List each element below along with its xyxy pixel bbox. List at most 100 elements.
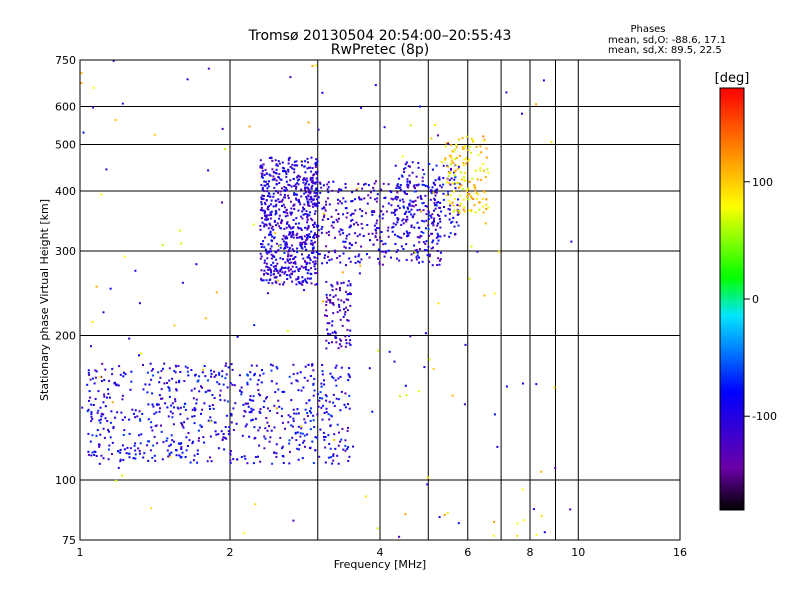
echo-point (265, 172, 268, 175)
echo-point (345, 216, 348, 219)
echo-point (343, 301, 345, 304)
echo-point (286, 330, 289, 332)
echo-point (397, 217, 400, 220)
echo-point (296, 251, 299, 254)
echo-point (442, 164, 445, 167)
echo-point (134, 442, 137, 445)
echo-point (406, 206, 409, 209)
echo-point (482, 163, 485, 166)
echo-point (222, 433, 225, 436)
echo-point (87, 369, 90, 372)
echo-point (311, 364, 313, 367)
echo-point (433, 209, 435, 212)
echo-point (400, 236, 403, 239)
echo-point (312, 236, 314, 239)
echo-point (300, 246, 303, 249)
echo-point (91, 417, 94, 420)
echo-point (482, 135, 485, 138)
echo-point (380, 188, 383, 191)
echo-point (359, 198, 361, 201)
echo-point (290, 234, 293, 237)
echo-point (209, 369, 212, 372)
echo-point (375, 180, 377, 183)
echo-point (307, 195, 310, 198)
echo-point (296, 408, 299, 411)
echo-point (108, 379, 111, 382)
echo-point (295, 278, 298, 281)
echo-point (121, 474, 124, 477)
echo-point (346, 293, 349, 296)
echo-point (347, 426, 349, 429)
echo-point (347, 460, 350, 462)
echo-point (113, 382, 116, 385)
echo-point (323, 435, 325, 438)
echo-point (100, 412, 103, 415)
y-tick-label: 750 (55, 54, 76, 67)
echo-point (143, 452, 146, 455)
echo-point (161, 397, 164, 400)
echo-point (372, 189, 375, 192)
echo-point (263, 435, 266, 438)
echo-point (150, 421, 153, 424)
echo-point (310, 267, 312, 270)
echo-point (275, 163, 278, 166)
echo-point (243, 455, 246, 458)
echo-point (260, 269, 263, 272)
echo-point (260, 381, 263, 384)
echo-point (134, 449, 137, 452)
echo-point (449, 162, 452, 165)
echo-point (232, 458, 235, 461)
echo-point (319, 397, 322, 399)
echo-point (421, 183, 424, 186)
echo-point (111, 373, 114, 376)
echo-point (454, 157, 457, 160)
echo-point (340, 366, 343, 369)
echo-point (150, 507, 153, 510)
echo-point (261, 209, 264, 212)
echo-point (195, 398, 198, 401)
echo-point (475, 145, 478, 148)
echo-point (134, 409, 137, 412)
echo-point (447, 193, 449, 196)
echo-point (398, 177, 401, 180)
echo-point (384, 196, 387, 199)
echo-point (304, 226, 307, 229)
echo-point (134, 457, 137, 460)
echo-point (308, 233, 311, 236)
echo-point (285, 187, 288, 190)
echo-point (336, 282, 339, 285)
echo-point (268, 205, 271, 208)
echo-point (413, 226, 416, 229)
echo-point (154, 424, 157, 427)
echo-point (267, 273, 269, 275)
echo-point (273, 426, 276, 429)
echo-point (340, 438, 343, 441)
echo-point (112, 427, 115, 430)
echo-point (452, 182, 455, 185)
echo-point (453, 198, 456, 200)
echo-point (291, 270, 294, 273)
echo-point (128, 456, 131, 459)
echo-point (281, 205, 283, 207)
echo-point (316, 413, 319, 416)
echo-point (210, 460, 213, 463)
echo-point (454, 176, 457, 179)
echo-point (362, 235, 365, 237)
echo-point (397, 187, 400, 189)
echo-point (306, 433, 309, 436)
echo-point (335, 288, 338, 291)
echo-point (394, 233, 396, 236)
echo-point (283, 186, 286, 188)
echo-point (305, 280, 307, 283)
echo-point (172, 423, 175, 426)
echo-point (295, 198, 298, 201)
echo-point (405, 161, 408, 164)
echo-point (465, 162, 468, 165)
echo-point (409, 335, 412, 338)
echo-point (297, 236, 300, 239)
echo-point (380, 250, 383, 253)
echo-point (290, 268, 292, 271)
echo-point (180, 242, 183, 245)
echo-point (320, 406, 323, 409)
echo-point (435, 191, 438, 194)
